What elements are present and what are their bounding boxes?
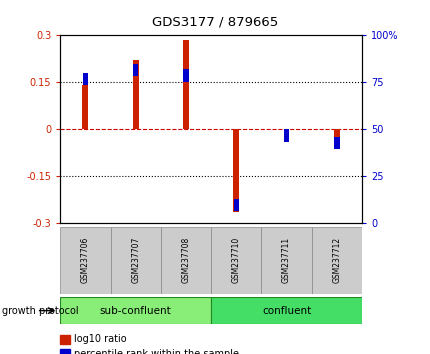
Bar — [333, 129, 339, 142]
Bar — [233, 199, 239, 211]
Bar — [183, 69, 188, 82]
Text: GSM237710: GSM237710 — [231, 237, 240, 283]
Text: confluent: confluent — [261, 306, 310, 316]
Text: GSM237706: GSM237706 — [81, 237, 90, 284]
Bar — [132, 61, 138, 129]
Bar — [82, 85, 88, 129]
Bar — [261, 227, 311, 294]
Bar — [160, 227, 211, 294]
Text: growth protocol: growth protocol — [2, 306, 79, 316]
Bar — [83, 73, 88, 85]
Text: GSM237712: GSM237712 — [332, 237, 341, 283]
Bar — [60, 227, 111, 294]
Bar — [111, 227, 160, 294]
Bar — [60, 297, 211, 324]
Text: percentile rank within the sample: percentile rank within the sample — [74, 349, 239, 354]
Text: GSM237708: GSM237708 — [181, 237, 190, 283]
Bar — [211, 227, 261, 294]
Bar — [333, 137, 339, 149]
Bar — [133, 64, 138, 76]
Text: GSM237711: GSM237711 — [282, 237, 290, 283]
Bar — [211, 297, 361, 324]
Text: sub-confluent: sub-confluent — [100, 306, 171, 316]
Text: GDS3177 / 879665: GDS3177 / 879665 — [152, 16, 278, 29]
Bar — [283, 129, 289, 142]
Text: log10 ratio: log10 ratio — [74, 335, 126, 344]
Text: GSM237707: GSM237707 — [131, 237, 140, 284]
Bar — [311, 227, 361, 294]
Bar — [183, 40, 189, 129]
Bar — [233, 129, 239, 212]
